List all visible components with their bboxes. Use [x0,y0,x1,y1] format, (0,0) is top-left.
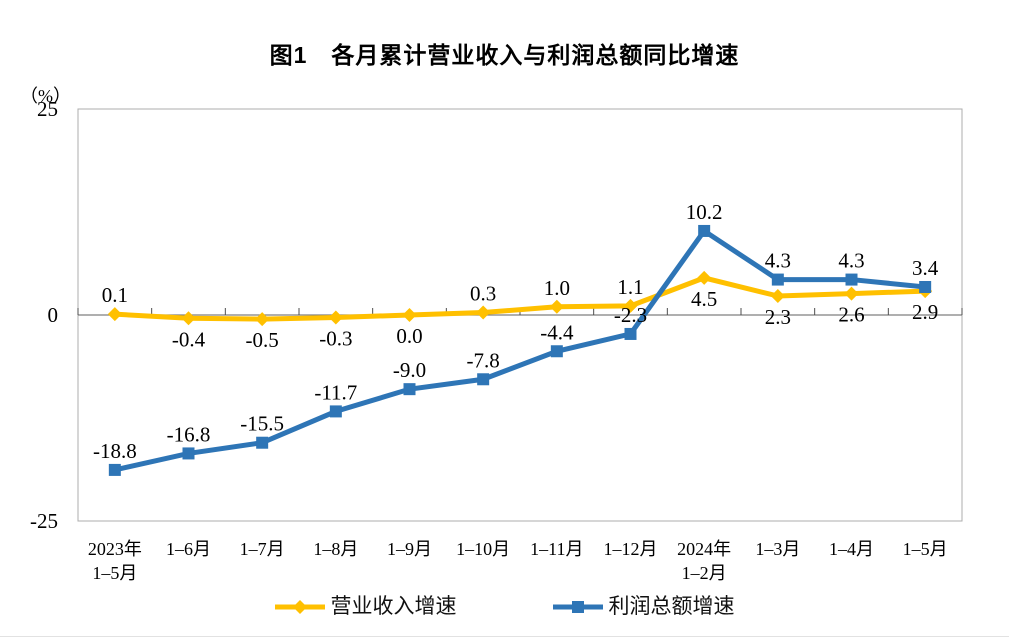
profit-marker [698,224,711,237]
legend-item-profit: 利润总额增速 [552,594,735,618]
revenue-marker [844,286,859,301]
revenue-data-label: -0.4 [172,327,206,351]
profit-marker [182,447,195,460]
revenue-marker [402,308,417,322]
x-axis-label: 1–8月 [313,539,358,559]
profit-data-label: -9.0 [393,358,426,382]
revenue-data-label: 2.9 [912,300,938,324]
profit-marker [329,405,342,418]
profit-marker [919,280,932,293]
revenue-marker [328,310,343,325]
revenue-data-label: 0.3 [470,282,496,306]
chart-title: 图1 各月累计营业收入与利润总额同比增速 [269,42,740,68]
profit-data-label: -16.8 [167,422,211,446]
revenue-marker [697,270,712,285]
revenue-data-label: 2.3 [765,305,791,329]
revenue-marker [623,298,638,313]
revenue-data-label: -0.5 [246,328,279,352]
profit-marker [477,373,490,386]
legend-label-revenue: 营业收入增速 [330,594,457,618]
legend-swatch-revenue [274,599,325,614]
profit-data-label: -4.4 [540,320,574,344]
y-tick-label: -25 [30,509,58,533]
revenue-data-label: 1.1 [617,275,643,299]
revenue-series-line [114,275,926,322]
x-axis-label: 1–3月 [755,539,800,559]
profit-marker [624,327,637,340]
x-axis-label: 1–11月 [530,539,583,559]
revenue-marker [770,289,785,304]
profit-data-label: -18.8 [93,439,137,463]
revenue-marker [476,305,491,320]
profit-marker [108,463,121,476]
x-axis-label: 1–10月 [456,539,510,559]
revenue-marker [107,307,122,322]
profit-data-label: -7.8 [467,348,500,372]
profit-data-label: -15.5 [240,412,284,436]
revenue-data-label: 4.5 [691,287,717,311]
profit-marker [771,273,784,286]
x-axis-label: 1–6月 [166,539,211,559]
chart-legend: 营业收入增速 利润总额增速 [0,596,1009,617]
y-axis-unit-label: （%） [20,86,71,106]
revenue-data-label: 0.1 [102,283,128,307]
revenue-data-label: 2.6 [838,303,864,327]
profit-data-label: 4.3 [838,249,864,273]
revenue-data-label: 0.0 [396,324,422,348]
revenue-data-label: 1.0 [544,276,570,300]
x-axis-label: 2024年 1–2月 [677,539,731,583]
profit-data-label: 3.4 [912,256,939,280]
legend-swatch-profit [552,600,603,613]
profit-data-label: -11.7 [314,380,357,404]
profit-data-label: 10.2 [686,200,723,224]
profit-marker [550,345,563,358]
profit-series-line [114,227,926,473]
profit-marker [256,436,269,449]
legend-item-revenue: 营业收入增速 [274,594,457,618]
x-axis-label: 1–12月 [604,539,658,559]
profit-marker [403,383,416,396]
profit-data-label: -2.3 [614,303,647,327]
x-axis-label: 1–4月 [829,539,874,559]
profit-data-label: 4.3 [765,249,791,273]
x-axis-label: 1–9月 [387,539,432,559]
y-tick-label: 0 [48,303,59,327]
legend-label-profit: 利润总额增速 [608,594,735,618]
x-axis-label: 2023年 1–5月 [88,539,142,583]
x-axis-label: 1–5月 [903,539,948,559]
revenue-marker [549,299,564,314]
revenue-data-label: -0.3 [319,326,352,350]
revenue-marker [181,311,196,326]
y-tick-label: 25 [37,97,58,121]
revenue-marker [255,312,270,327]
profit-marker [845,273,858,286]
x-axis-label: 1–7月 [240,539,285,559]
